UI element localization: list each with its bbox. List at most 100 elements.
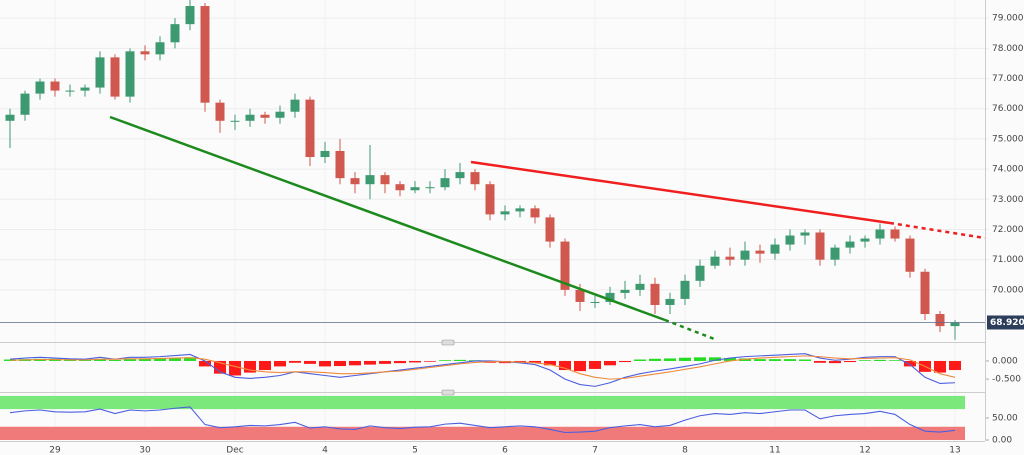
candle-body: [290, 99, 300, 112]
candle-body: [335, 150, 345, 179]
macd-histogram-bar: [874, 359, 886, 361]
candle-body: [155, 42, 165, 55]
candle-body: [800, 232, 810, 236]
y-tick-label: 70.000: [992, 285, 1024, 295]
candle-body: [110, 57, 120, 97]
candle-body: [740, 250, 750, 260]
macd-histogram-bar: [454, 359, 466, 361]
candle-body: [5, 114, 15, 121]
macd-histogram-bar: [799, 359, 811, 361]
candle-body: [545, 217, 555, 242]
candle-body: [380, 175, 390, 185]
candle-body: [140, 51, 150, 55]
oscillator-line: [9, 406, 956, 434]
candle-body: [575, 289, 585, 302]
macd-histogram-bar: [529, 360, 541, 363]
candle-body: [200, 6, 210, 103]
macd-histogram-bar: [184, 357, 196, 361]
candle-body: [650, 283, 660, 305]
macd-histogram-bar: [214, 360, 226, 374]
candle-body: [20, 93, 30, 115]
x-tick-label: 6: [502, 446, 508, 455]
resistance-trendline: [470, 160, 891, 225]
labels: 70.00071.00072.00073.00074.00075.00076.0…: [49, 14, 1024, 455]
candle-body: [680, 280, 690, 299]
candle-body: [50, 81, 60, 91]
candle-body: [515, 208, 525, 212]
support-trendline-ext: [664, 318, 718, 342]
macd-histogram-bar: [439, 360, 451, 361]
candle-body: [275, 111, 285, 118]
macd-histogram-bar: [199, 360, 211, 367]
x-tick-label: 8: [682, 446, 688, 455]
last-price-label: 68.920: [990, 318, 1024, 328]
y-tick-label: 50.00: [992, 413, 1018, 423]
candle-body: [530, 208, 540, 218]
macd-histogram-bar: [259, 360, 271, 371]
macd-histogram-bar: [634, 359, 646, 361]
x-tick-label: 13: [949, 446, 960, 455]
candle-body: [890, 229, 900, 239]
candle-body: [950, 322, 960, 327]
candle-body: [125, 51, 135, 97]
candle-body: [905, 238, 915, 272]
y-tick-label: 72.000: [992, 225, 1024, 235]
macd-line: [9, 355, 956, 380]
candle-body: [80, 87, 90, 91]
macd-histogram-bar: [844, 360, 856, 363]
candle-body: [560, 241, 570, 290]
candle-body: [935, 314, 945, 327]
last-price-box: [987, 315, 1024, 330]
macd-histogram-bar: [904, 360, 916, 367]
y-tick-label: 78.000: [992, 44, 1024, 54]
candle-body: [770, 244, 780, 254]
macd-histogram-bar: [94, 359, 106, 361]
candle-body: [725, 256, 735, 260]
macd-histogram-bar: [604, 360, 616, 366]
y-tick-label: 73.000: [992, 195, 1024, 205]
candle-body: [875, 229, 885, 239]
candle-body: [635, 283, 645, 290]
y-tick-label: 75.000: [992, 134, 1024, 144]
oscillator-band: [0, 395, 965, 410]
y-tick-label: 71.000: [992, 255, 1024, 265]
candle-body: [215, 102, 225, 121]
support-trendline: [109, 115, 666, 322]
candle-body: [485, 184, 495, 215]
candle-body: [470, 172, 480, 185]
candle-body: [815, 232, 825, 260]
resistance-trendline-ext: [889, 221, 986, 240]
candle-body: [410, 187, 420, 191]
candle-body: [260, 114, 270, 118]
candle-body: [755, 250, 765, 254]
x-tick-label: Dec: [226, 446, 243, 455]
x-tick-label: 11: [769, 446, 780, 455]
panel-resize-handle[interactable]: [441, 389, 455, 396]
macd-histogram-bar: [274, 360, 286, 367]
candle-body: [230, 120, 240, 122]
candle-body: [920, 271, 930, 315]
macd-histogram-bar: [229, 360, 241, 376]
macd-histogram-bar: [349, 360, 361, 366]
candle-body: [455, 172, 465, 179]
macd-histogram-bar: [724, 358, 736, 361]
candle-body: [695, 265, 705, 281]
macd-histogram-bar: [304, 360, 316, 364]
macd-histogram-bar: [394, 360, 406, 364]
macd-histogram-bar: [574, 360, 586, 372]
macd-histogram-bar: [814, 360, 826, 363]
y-tick-label: 79.000: [992, 14, 1024, 24]
macd-histogram-bar: [124, 359, 136, 361]
candle-body: [320, 150, 330, 158]
candle-body: [245, 114, 255, 121]
x-tick-label: 29: [49, 446, 61, 455]
macd-histogram-bar: [619, 360, 631, 363]
candle-body: [305, 99, 315, 158]
x-tick-label: 30: [139, 446, 151, 455]
macd-histogram-bar: [754, 359, 766, 361]
macd-histogram-bar: [664, 358, 676, 361]
macd-histogram-bar: [769, 359, 781, 361]
panel-resize-handle[interactable]: [441, 339, 455, 346]
